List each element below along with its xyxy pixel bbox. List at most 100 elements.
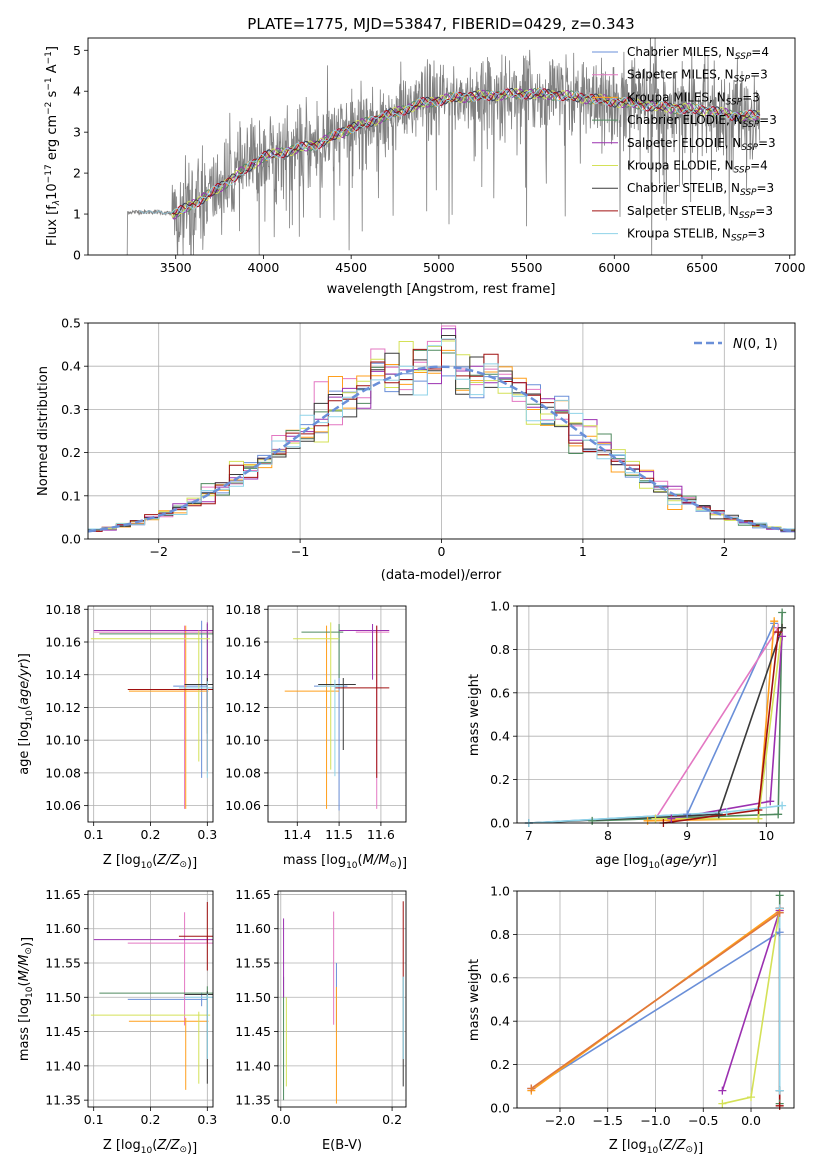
y-tick-label: 0.0 — [490, 1101, 510, 1116]
label-part: M — [17, 970, 32, 981]
weight-marker — [778, 608, 787, 617]
y-tick-label: 5 — [73, 43, 81, 58]
axes-frame — [516, 890, 795, 1109]
x-tick-label: −2 — [149, 544, 167, 559]
label-part: ⊙ — [24, 947, 34, 955]
legend-label: Chabrier MILES, NSSP=4 — [627, 45, 769, 62]
weight-line — [528, 623, 775, 823]
axes-frame — [277, 890, 407, 1108]
y-tick-label: 11.40 — [235, 1058, 271, 1073]
label-part: A — [45, 64, 60, 77]
label-part: ( — [17, 705, 32, 710]
label-part: / — [373, 853, 380, 868]
x-axis-label: Z [log10(Z/Z⊙)] — [103, 1138, 197, 1156]
label-part: yr — [693, 853, 709, 868]
label-part: s — [45, 90, 60, 101]
y-tick-label: 11.65 — [235, 887, 271, 902]
label-part: SSP — [734, 166, 751, 176]
label-part: Salpeter ELODIE, N — [627, 136, 741, 150]
label-part: mass [log — [17, 998, 32, 1061]
label-part: ( — [152, 853, 157, 868]
weight-marker — [766, 797, 775, 806]
y-tick-label: 0.4 — [490, 729, 510, 744]
weight-marker — [774, 810, 783, 819]
y-tick-label: 11.35 — [235, 1093, 271, 1108]
label-part: =3 — [750, 68, 768, 82]
weight-marker — [588, 816, 597, 825]
panel-mass-vs-Z: 0.1 0.2 0.3 11.35 11.40 11.45 11.50 11.55 11.60 1… — [17, 887, 217, 1156]
label-part: Z — [676, 1138, 687, 1153]
label-part: SSP — [726, 97, 743, 107]
x-tick-label: −1.5 — [593, 1113, 623, 1128]
model-line-kroupa-stelib — [138, 87, 761, 215]
legend-label: Salpeter STELIB, NSSP=3 — [627, 204, 773, 221]
figure-title: PLATE=1775, MJD=53847, FIBERID=0429, z=0… — [247, 15, 634, 33]
x-axis-label: mass [log10(M/M⊙)] — [283, 853, 407, 871]
y-tick-label: 10.08 — [45, 765, 81, 780]
panel-age-vs-mass: 11.4 11.5 11.6 10.06 10.08 10.10 10.12 10.14 10.… — [225, 602, 407, 871]
y-tick-label: 11.60 — [45, 921, 81, 936]
y-tick-label: 0.6 — [490, 685, 510, 700]
label-part: ⊙ — [179, 860, 187, 870]
y-axis-label: mass weight — [467, 674, 482, 756]
plot-area — [278, 891, 406, 1107]
label-part: N — [733, 337, 743, 352]
label-part: )] — [20, 937, 35, 947]
label-part: 10 — [25, 986, 35, 998]
label-part: / — [165, 1138, 172, 1153]
label-part: Z — [156, 853, 167, 868]
x-tick-label: 2 — [720, 544, 728, 559]
label-part: λ — [52, 200, 62, 206]
y-tick-label: 1.0 — [490, 599, 510, 614]
y-tick-label: 10.18 — [225, 602, 261, 617]
x-axis-label: E(B-V) — [322, 1138, 362, 1153]
weight-marker — [778, 801, 787, 810]
y-tick-label: 11.65 — [45, 887, 81, 902]
x-axis-label: wavelength [Angstrom, rest frame] — [327, 282, 556, 297]
axes-frame — [267, 605, 407, 823]
y-tick-label: 11.55 — [45, 956, 81, 971]
y-tick-label: 11.60 — [235, 921, 271, 936]
x-axis-label: Z [log10(Z/Z⊙)] — [103, 853, 197, 871]
weight-marker — [778, 623, 787, 632]
label-part: )] — [187, 856, 197, 871]
label-part: )] — [693, 1141, 703, 1156]
y-tick-label: 0.4 — [490, 1014, 510, 1029]
label-part: =3 — [757, 181, 775, 195]
x-tick-label: 0.2 — [141, 1112, 161, 1127]
label-part: Z — [662, 1138, 673, 1153]
weight-marker — [770, 617, 779, 626]
axes-frame — [87, 605, 214, 823]
label-part: Z — [170, 853, 181, 868]
label-part: ⊙ — [685, 1145, 693, 1155]
weight-marker — [714, 810, 723, 819]
label-part: Kroupa ELODIE, N — [627, 159, 734, 173]
label-part: Z [log — [103, 1138, 141, 1153]
weight-marker — [683, 810, 692, 819]
label-part: M — [363, 853, 374, 868]
x-tick-label: 0.1 — [84, 827, 104, 842]
y-tick-label: 10.16 — [225, 635, 261, 650]
legend: Chabrier MILES, NSSP=4 Salpeter MILES, NS… — [592, 45, 777, 244]
y-tick-label: 0.2 — [490, 772, 510, 787]
label-part: ] — [45, 46, 60, 51]
label-part: SSP — [740, 188, 757, 198]
x-tick-label: 11.6 — [367, 827, 395, 842]
x-axis-label: age [log10(age/yr)] — [595, 853, 717, 871]
label-part: =3 — [758, 136, 776, 150]
label-part: )] — [707, 853, 717, 868]
panel-spectrum: 3500 4000 4500 5000 5500 6000 6500 7000 0 1 2 3 4 5 Ch… — [44, 37, 806, 297]
label-part: ⊙ — [179, 1145, 187, 1155]
y-tick-label: 10.12 — [225, 700, 261, 715]
y-tick-label: 10.06 — [225, 798, 261, 813]
label-part: / — [17, 964, 32, 971]
y-tick-label: 1 — [73, 207, 81, 222]
weight-line — [654, 627, 779, 820]
label-part: =3 — [755, 204, 773, 218]
label-part: / — [17, 675, 32, 682]
legend-label: Salpeter MILES, NSSP=3 — [627, 68, 768, 85]
weight-marker — [775, 1101, 784, 1110]
plot-area — [268, 606, 406, 822]
y-tick-label: 4 — [73, 84, 81, 99]
